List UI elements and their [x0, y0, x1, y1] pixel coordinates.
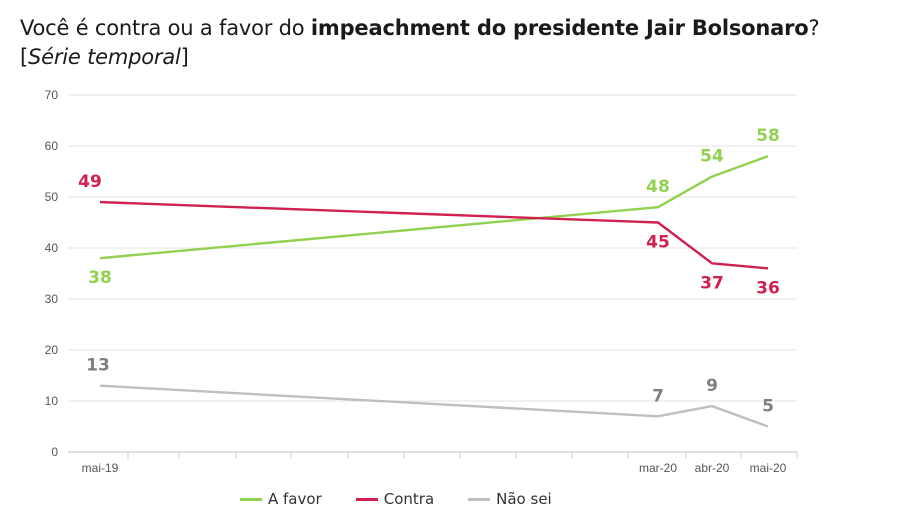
- y-tick-label: 0: [51, 445, 58, 459]
- title-prefix: Você é contra ou a favor do: [20, 16, 311, 40]
- legend-label: Contra: [383, 490, 435, 508]
- data-label: 7: [652, 386, 664, 406]
- subtitle-open: [: [20, 45, 28, 69]
- x-tick-label: mai-20: [750, 461, 787, 475]
- chart-subtitle: [Série temporal]: [20, 45, 189, 69]
- legend-swatch: [355, 497, 378, 501]
- data-label: 48: [646, 177, 670, 197]
- y-tick-label: 10: [45, 394, 59, 408]
- data-label: 36: [756, 278, 780, 298]
- title-bold: impeachment do presidente Jair Bolsonaro: [310, 16, 809, 40]
- series-line-não-sei: [99, 384, 769, 428]
- data-label: 38: [88, 268, 112, 288]
- legend-item: Não sei: [468, 490, 552, 508]
- y-tick-label: 20: [45, 343, 59, 357]
- legend-label: Não sei: [496, 490, 552, 508]
- data-label: 9: [706, 376, 718, 396]
- y-tick-label: 60: [45, 139, 59, 153]
- data-label: 5: [762, 397, 774, 417]
- legend-swatch: [240, 497, 262, 501]
- data-label: 13: [86, 356, 110, 376]
- legend-swatch: [468, 497, 491, 501]
- data-label: 37: [700, 273, 724, 293]
- series-line-a-favor: [99, 155, 769, 260]
- legend: A favor Contra Não sei: [240, 490, 552, 508]
- title-suffix: ?: [808, 16, 820, 40]
- legend-item: A favor: [240, 490, 322, 508]
- x-tick-label: mai-19: [82, 461, 119, 475]
- y-tick-label: 40: [45, 241, 59, 255]
- subtitle-text: Série temporal: [28, 45, 181, 69]
- data-label: 54: [700, 147, 724, 167]
- data-label: 58: [756, 126, 780, 146]
- legend-label: A favor: [268, 490, 322, 508]
- subtitle-close: ]: [180, 45, 189, 69]
- data-label: 45: [646, 233, 670, 253]
- data-label: 49: [78, 172, 102, 192]
- x-tick-label: abr-20: [695, 461, 730, 475]
- legend-item: Contra: [355, 490, 435, 508]
- y-tick-label: 50: [45, 190, 59, 204]
- y-tick-label: 30: [45, 292, 59, 306]
- series-line-contra: [99, 200, 769, 270]
- x-tick-label: mar-20: [639, 461, 677, 475]
- chart-title: Você é contra ou a favor do impeachment …: [20, 14, 890, 72]
- y-tick-label: 70: [45, 88, 59, 102]
